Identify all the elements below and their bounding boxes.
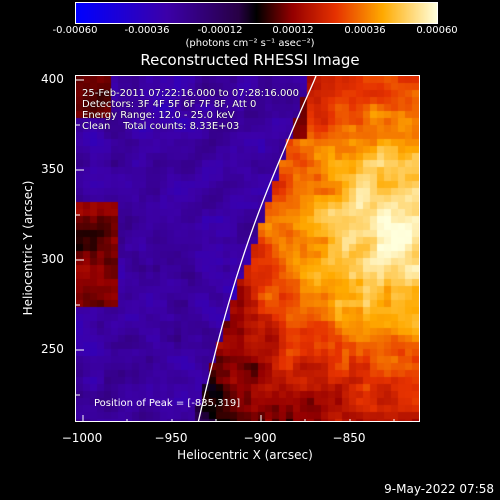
colorbar-tick-label: 0.00012 xyxy=(272,25,314,36)
info-time-range: 25-Feb-2011 07:22:16.000 to 07:28:16.000 xyxy=(82,88,300,99)
colorbar-gradient xyxy=(75,2,438,24)
colorbar-tick-label: -0.00036 xyxy=(124,25,170,36)
solar-limb-line xyxy=(197,76,317,421)
colorbar xyxy=(75,2,438,24)
y-tick-label: 400 xyxy=(41,72,64,86)
info-detectors: Detectors: 3F 4F 5F 6F 7F 8F, Att 0 xyxy=(82,99,257,110)
timestamp: 9-May-2022 07:58 xyxy=(384,482,494,496)
x-tick-label: −1000 xyxy=(61,431,103,445)
colorbar-tick-label: 0.00060 xyxy=(416,25,458,36)
y-tick-label: 350 xyxy=(41,162,64,176)
x-axis-label: Heliocentric X (arcsec) xyxy=(177,448,313,462)
y-tick-label: 250 xyxy=(41,342,64,356)
y-axis-label: Heliocentric Y (arcsec) xyxy=(21,180,35,316)
colorbar-tick-label: -0.00060 xyxy=(52,25,98,36)
colorbar-units: (photons cm⁻² s⁻¹ asec⁻²) xyxy=(185,38,315,49)
info-counts: Clean Total counts: 8.33E+03 xyxy=(82,121,240,132)
y-tick-label: 300 xyxy=(41,252,64,266)
x-tick-label: −900 xyxy=(243,431,277,445)
colorbar-tick-label: 0.00036 xyxy=(344,25,386,36)
axis-ticks xyxy=(76,79,395,421)
hxr-image-map xyxy=(76,76,419,421)
x-tick-label: −950 xyxy=(154,431,188,445)
peak-position-label: Position of Peak = [-835,319] xyxy=(94,398,241,409)
colorbar-tick-label: -0.00012 xyxy=(197,25,243,36)
info-energy-range: Energy Range: 12.0 - 25.0 keV xyxy=(82,110,235,121)
plot-overlay xyxy=(76,76,395,421)
page-title: Reconstructed RHESSI Image xyxy=(140,51,360,69)
image-plot: 25-Feb-2011 07:22:16.000 to 07:28:16.000… xyxy=(75,75,420,422)
x-tick-label: −850 xyxy=(332,431,366,445)
